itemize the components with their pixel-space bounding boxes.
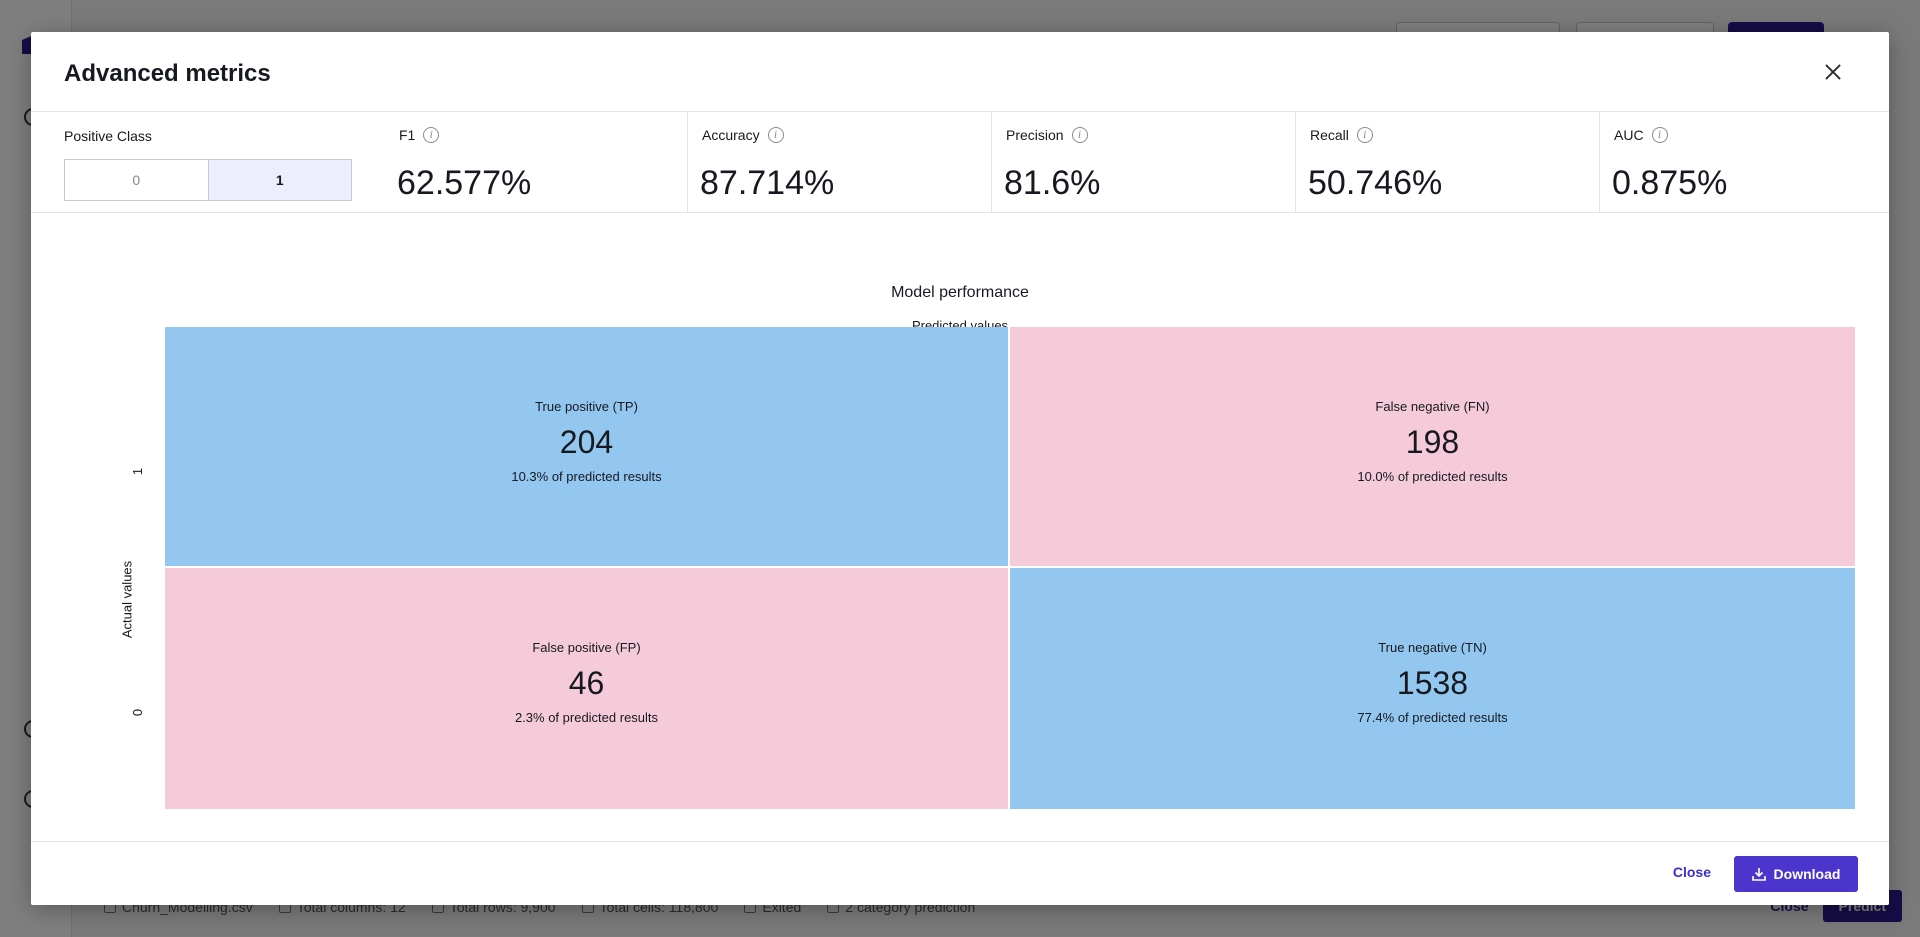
info-icon[interactable]: i: [423, 127, 440, 143]
metric-value: 0.875%: [1612, 164, 1728, 202]
positive-class-option-0[interactable]: 0: [65, 160, 208, 200]
download-icon: [1751, 868, 1766, 881]
cell-false-positive: False positive (FP) 46 2.3% of predicted…: [165, 568, 1008, 809]
metric-auc: AUC i 0.875%: [1599, 112, 1889, 213]
metric-value: 87.714%: [700, 164, 835, 202]
y-axis-label: Actual values: [119, 560, 135, 639]
positive-class-option-1[interactable]: 1: [207, 160, 351, 200]
chart-title: Model performance: [891, 284, 1029, 301]
cell-percentage: 10.0% of predicted results: [1357, 469, 1508, 484]
info-icon[interactable]: i: [1651, 127, 1668, 143]
modal-header: Advanced metrics: [31, 32, 1889, 112]
close-icon[interactable]: [1821, 60, 1845, 84]
cell-percentage: 2.3% of predicted results: [514, 710, 659, 725]
cell-true-negative: True negative (TN) 1538 77.4% of predict…: [1010, 568, 1855, 809]
close-button[interactable]: Close: [1672, 864, 1711, 880]
cell-count: 198: [1405, 424, 1460, 460]
metric-label: Precision: [1006, 127, 1064, 143]
cell-false-negative: False negative (FN) 198 10.0% of predict…: [1010, 327, 1855, 566]
metric-label: AUC: [1614, 127, 1644, 143]
metric-value: 81.6%: [1004, 164, 1101, 202]
positive-class-selector: Positive Class 0 1: [64, 128, 352, 201]
metric-precision: Precision i 81.6%: [991, 112, 1295, 213]
metric-f1: F1 i 62.577%: [385, 112, 687, 213]
metric-label: F1: [399, 127, 416, 143]
modal-title: Advanced metrics: [64, 60, 271, 87]
cell-percentage: 77.4% of predicted results: [1357, 710, 1508, 725]
positive-class-toggle: 0 1: [64, 159, 352, 201]
metric-label: Accuracy: [702, 127, 760, 143]
y-tick-label: 0: [130, 708, 146, 717]
metric-value: 50.746%: [1308, 164, 1443, 202]
info-icon[interactable]: i: [1356, 127, 1373, 143]
download-label: Download: [1773, 866, 1841, 882]
cell-label: False positive (FP): [532, 640, 641, 655]
cell-label: True negative (TN): [1378, 640, 1487, 655]
cell-label: True positive (TP): [535, 399, 638, 414]
positive-class-label: Positive Class: [64, 128, 152, 144]
metric-accuracy: Accuracy i 87.714%: [687, 112, 991, 213]
cell-label: False negative (FN): [1375, 399, 1490, 414]
metric-value: 62.577%: [397, 164, 532, 202]
download-button[interactable]: Download: [1734, 856, 1858, 892]
modal-footer: Close Download: [31, 841, 1889, 905]
cell-count: 1538: [1396, 665, 1469, 701]
y-tick-label: 1: [130, 467, 146, 476]
cell-count: 204: [559, 424, 614, 460]
info-icon[interactable]: i: [1071, 127, 1088, 143]
metric-recall: Recall i 50.746%: [1295, 112, 1599, 213]
confusion-matrix-chart: Model performance Predicted values 1 0 A…: [31, 214, 1889, 841]
metrics-bar: Positive Class 0 1 F1 i 62.577% Accuracy i…: [31, 112, 1889, 213]
advanced-metrics-modal: Advanced metrics Positive Class 0 1 F1 i …: [31, 32, 1889, 905]
metric-label: Recall: [1310, 127, 1349, 143]
cell-percentage: 10.3% of predicted results: [511, 469, 662, 484]
cell-true-positive: True positive (TP) 204 10.3% of predicte…: [165, 327, 1008, 566]
info-icon[interactable]: i: [767, 127, 784, 143]
cell-count: 46: [568, 665, 605, 701]
